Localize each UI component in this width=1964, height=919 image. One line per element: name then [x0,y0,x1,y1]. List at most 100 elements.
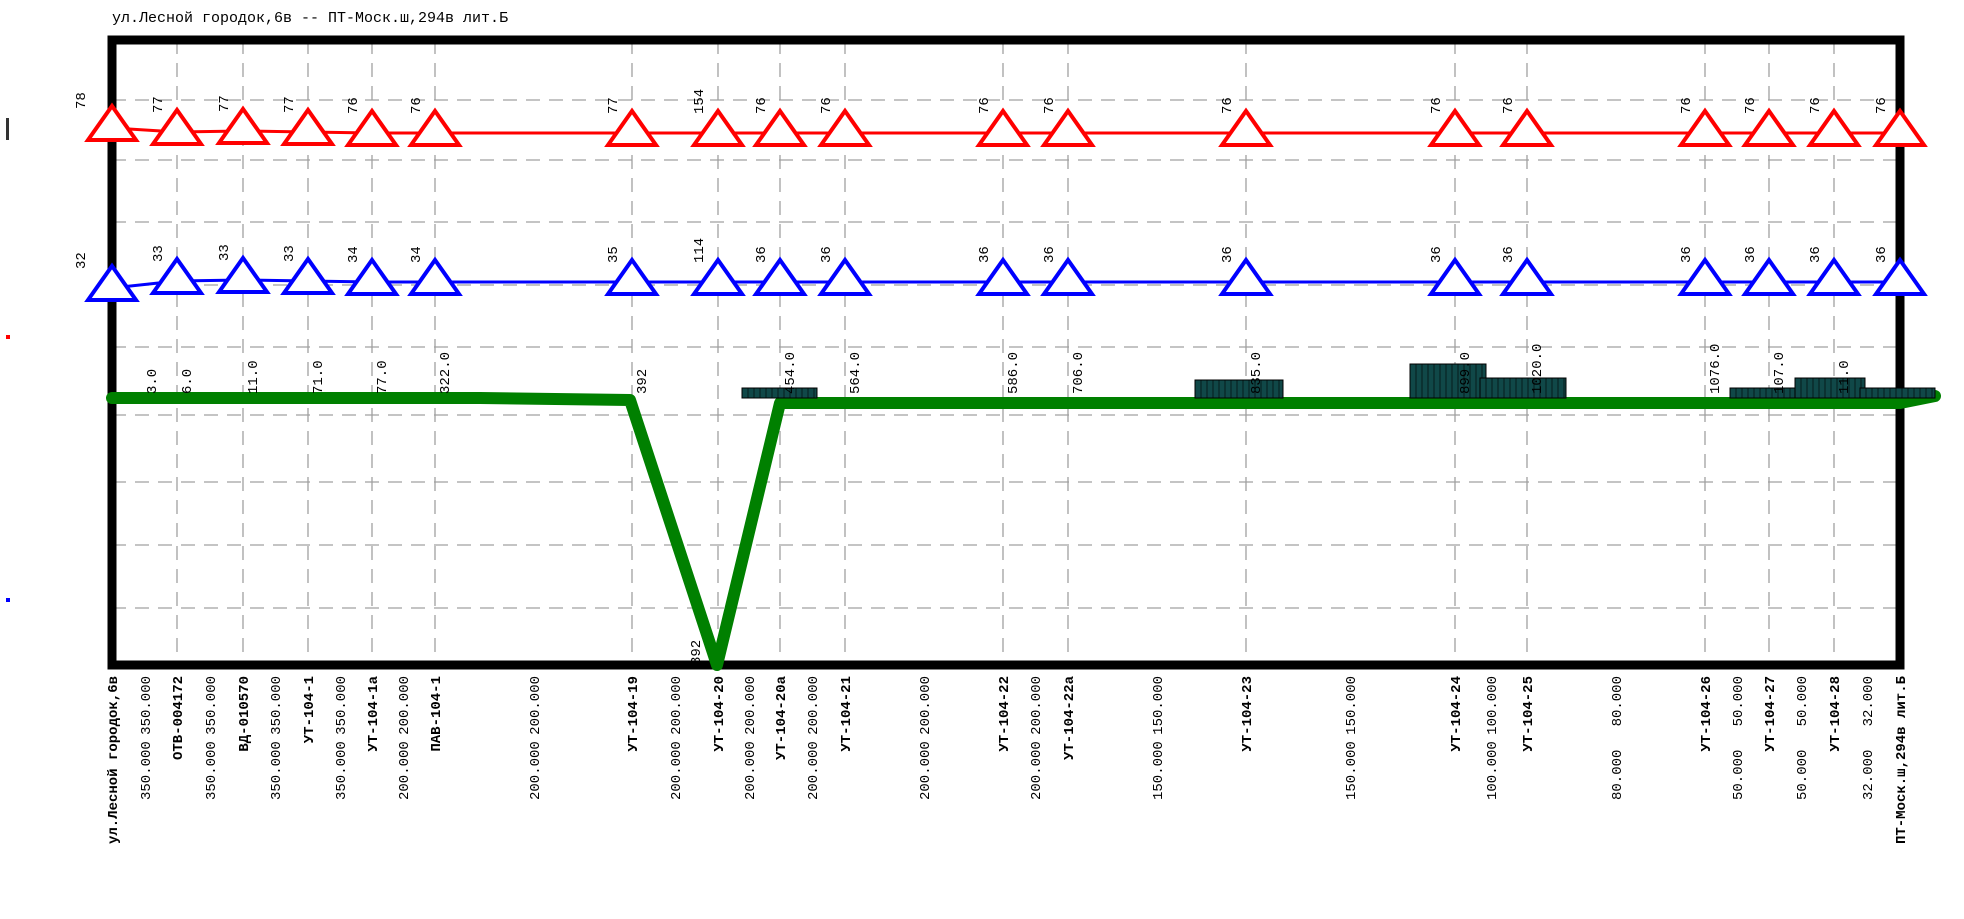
node-name-label: УТ-104-19 [626,676,642,752]
elevation-label: 454.0 [783,352,799,394]
elevation-label: 835.0 [1249,352,1265,394]
profile-title: ул.Лесной городок,6в -- ПТ-Моск.ш,294в л… [112,10,509,27]
segment-diameter-label: 350.000 [204,741,220,800]
supply-node-marker [280,106,336,146]
supply-value-label: 76 [819,97,835,114]
supply-node-marker [690,107,746,147]
structure-block [1194,379,1284,399]
return-node-marker [1677,256,1733,296]
segment-diameter-label: 100.000 [1485,741,1501,800]
node-name-label: УТ-104-27 [1763,676,1779,752]
frame-border [107,35,1905,670]
supply-value-label: 76 [754,97,770,114]
supply-node-marker [1872,107,1928,147]
return-node-marker [84,262,140,302]
value-labels: 78 32 3.0 77 33 6.0 77 33 11.0 77 33 71.0 76 34 77.0 76… [74,89,1890,665]
elevation-label: 1076.0 [1708,344,1724,394]
supply-node-marker [407,107,463,147]
return-value-label: 36 [1220,246,1236,263]
supply-node-marker [752,107,808,147]
supply-node-marker [215,105,271,145]
supply-value-label: 76 [409,97,425,114]
segment-length-label: 150.000 [1344,676,1360,735]
segment-diameter-label: 80.000 [1610,750,1626,800]
segment-length-label: 200.000 [669,676,685,735]
return-node-marker [752,256,808,296]
supply-value-label: 78 [74,92,90,109]
segment-length-label: 150.000 [1151,676,1167,735]
return-value-label: 36 [1874,246,1890,263]
structure-blocks [741,363,1936,399]
structure-block [1409,363,1487,399]
node-name-label: ул.Лесной городок,6в [106,676,122,844]
node-name-label: УТ-104-23 [1240,676,1256,752]
segment-length-label: 50.000 [1795,676,1811,726]
return-node-marker [407,256,463,296]
supply-node-marker [1218,107,1274,147]
segment-diameter-label: 150.000 [1344,741,1360,800]
return-node-marker [1741,256,1797,296]
return-node-marker [215,254,271,294]
structure-block [1859,387,1936,399]
structure-block [1479,377,1567,399]
node-name-label: УТ-104-22 [997,676,1013,752]
node-name-label: ВД-010570 [237,676,253,752]
segment-diameter-label: 200.000 [397,741,413,800]
supply-value-label: 77 [151,96,167,113]
node-name-label: УТ-104-22а [1062,675,1078,760]
segment-diameter-label: 350.000 [334,741,350,800]
supply-node-marker [344,107,400,147]
segment-diameter-label: 200.000 [918,741,934,800]
return-node-marker [1806,256,1862,296]
return-node-marker [1872,256,1928,296]
segment-length-label: 50.000 [1731,676,1747,726]
supply-value-label: 77 [606,97,622,114]
ground-profile [106,390,1941,671]
segment-diameter-label: 200.000 [669,741,685,800]
segment-length-label: 200.000 [397,676,413,735]
elevation-label: 1020.0 [1530,344,1546,394]
segment-diameter-label: 200.000 [743,741,759,800]
node-name-label: ПТ-Моск.ш,294в лит.Б [1894,675,1910,844]
return-value-label: 34 [346,246,362,263]
return-value-label: 35 [606,246,622,263]
supply-node-marker [604,107,660,147]
left-edge-mark-blue [6,598,10,602]
return-value-label: 114 [692,238,708,263]
supply-node-marker [817,107,873,147]
node-name-label: УТ-104-20 [712,676,728,752]
node-name-label: УТ-104-1а [366,675,382,751]
segment-length-label: 350.000 [334,676,350,735]
node-name-label: УТ-104-21 [839,676,855,752]
supply-node-marker [1499,107,1555,147]
elevation-label: 77.0 [375,360,391,394]
supply-value-label: 77 [217,95,233,112]
node-name-label: УТ-104-1 [302,676,318,743]
segment-length-label: 200.000 [528,676,544,735]
return-value-label: 36 [1429,246,1445,263]
supply-node-marker [84,102,140,142]
supply-value-label: 76 [977,97,993,114]
elevation-label: 11.0 [246,360,262,394]
return-value-label: 33 [151,245,167,262]
supply-value-label: 154 [692,89,708,114]
node-name-label: УТ-104-26 [1699,676,1715,752]
segment-diameter-label: 50.000 [1795,750,1811,800]
return-node-marker [1040,256,1096,296]
structure-block [1794,377,1866,399]
supply-value-label: 76 [1874,97,1890,114]
segment-diameter-label: 350.000 [269,741,285,800]
left-edge-mark [6,118,9,140]
return-value-label: 34 [409,246,425,263]
return-pressure-line [84,254,1928,302]
segment-length-label: 350.000 [204,676,220,735]
supply-value-label: 76 [1679,97,1695,114]
ground-line [106,390,1941,671]
supply-node-marker [149,106,205,146]
elevation-label: 899.0 [1458,352,1474,394]
return-value-label: 32 [74,252,90,269]
return-node-marker [817,256,873,296]
supply-node-marker [975,107,1031,147]
supply-node-marker [1427,107,1483,147]
node-name-label: ПАВ-104-1 [429,676,445,752]
